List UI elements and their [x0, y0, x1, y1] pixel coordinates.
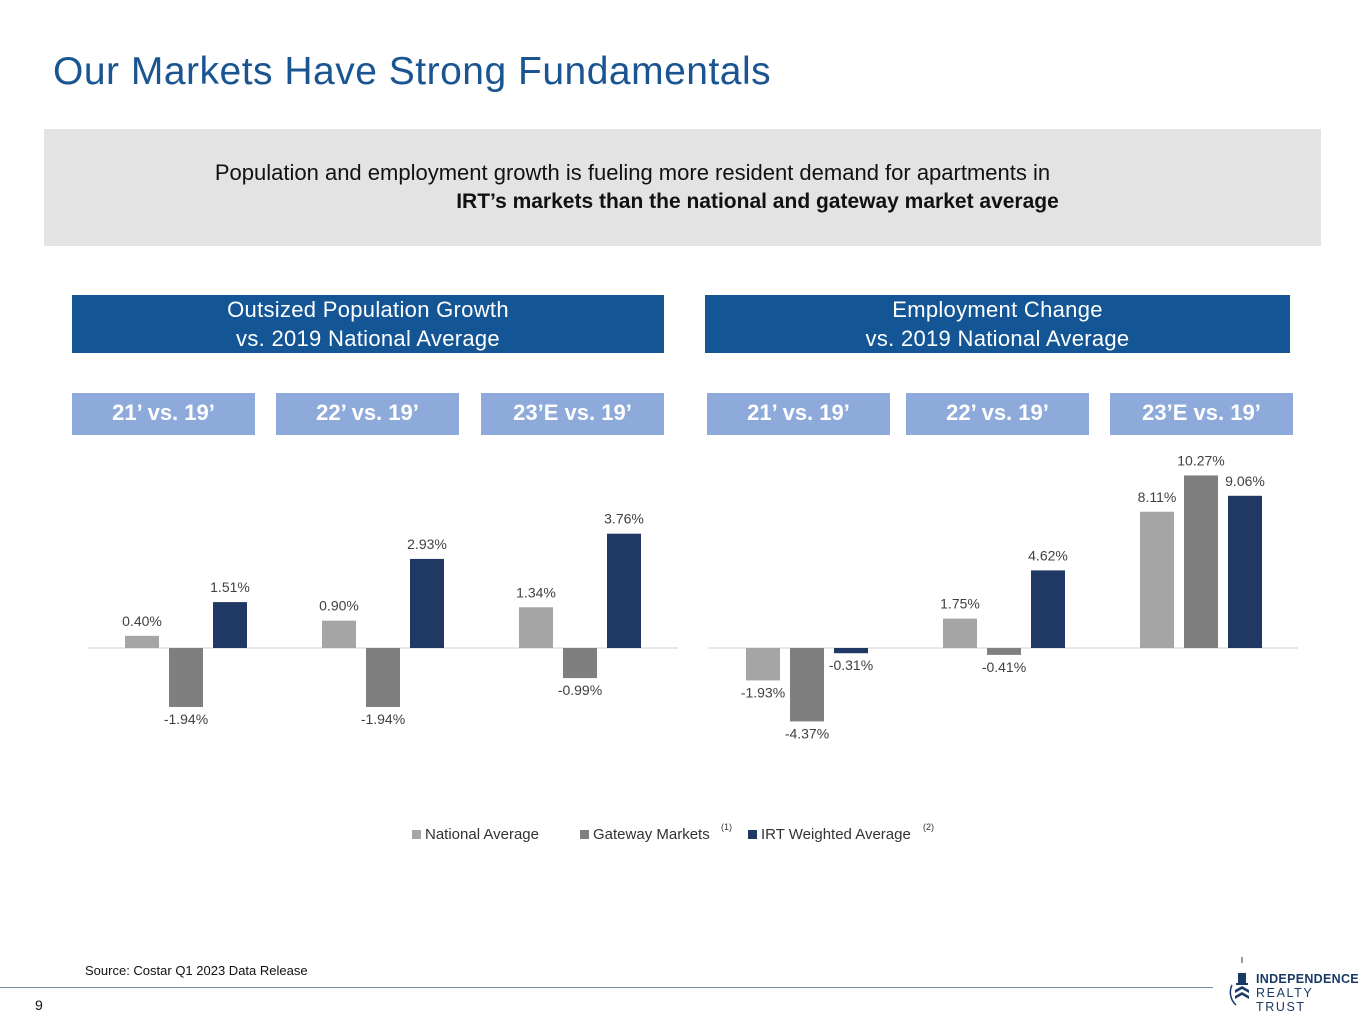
- employment-bar-national-2: [1140, 511, 1174, 648]
- building-dome-icon: [1229, 957, 1249, 1006]
- population-bar-national-0: [125, 635, 159, 648]
- employment-label-national-0: -1.93%: [741, 684, 785, 700]
- logo-text-realty-trust: REALTY TRUST: [1256, 986, 1314, 1014]
- population-bar-gateway-2: [563, 648, 597, 679]
- employment-header-line1: Employment Change: [892, 297, 1103, 322]
- employment-label-national-2: 8.11%: [1138, 489, 1177, 505]
- footer-divider: [0, 987, 1213, 988]
- population-panel-header: Outsized Population Growth vs. 2019 Nati…: [72, 295, 664, 353]
- pop-period-label-21: 21’ vs. 19’: [72, 393, 255, 435]
- legend-item-national: National Average: [412, 826, 539, 843]
- legend-swatch-irt: [748, 829, 757, 839]
- employment-header-line2: vs. 2019 National Average: [865, 326, 1130, 351]
- population-bar-irt-0: [213, 602, 247, 648]
- employment-bar-gateway-2: [1184, 475, 1218, 648]
- legend-footnote-2: (2): [923, 822, 934, 832]
- employment-label-gateway-1: -0.41%: [982, 659, 1026, 675]
- pop-period-label-22: 22’ vs. 19’: [276, 393, 459, 435]
- employment-label-gateway-2: 10.27%: [1177, 452, 1224, 468]
- population-bar-national-1: [322, 620, 356, 648]
- population-label-national-2: 1.34%: [516, 584, 556, 600]
- employment-bar-irt-2: [1228, 495, 1262, 648]
- employment-panel-header: Employment Change vs. 2019 National Aver…: [705, 295, 1290, 353]
- population-bar-irt-2: [607, 533, 641, 648]
- employment-label-national-1: 1.75%: [940, 596, 980, 612]
- legend-item-irt: IRT Weighted Average (2): [748, 822, 934, 843]
- population-label-gateway-2: -0.99%: [558, 682, 602, 698]
- legend-label-irt: IRT Weighted Average: [761, 826, 911, 843]
- employment-bar-gateway-0: [790, 648, 824, 722]
- employment-label-gateway-0: -4.37%: [785, 725, 829, 741]
- company-logo: INDEPENDENCE REALTY TRUST: [1222, 955, 1362, 1015]
- employment-label-irt-2: 9.06%: [1225, 473, 1265, 489]
- legend-label-gateway: Gateway Markets: [593, 826, 710, 843]
- employment-bar-national-1: [943, 618, 977, 648]
- population-bar-irt-1: [410, 558, 444, 648]
- employment-bar-irt-0: [834, 648, 868, 654]
- pop-period-label-23e: 23’E vs. 19’: [481, 393, 664, 435]
- population-label-gateway-1: -1.94%: [361, 711, 405, 727]
- employment-label-irt-1: 4.62%: [1028, 547, 1068, 563]
- population-header-line1: Outsized Population Growth: [227, 297, 509, 322]
- employment-bar-gateway-1: [987, 648, 1021, 655]
- employment-bar-irt-1: [1031, 570, 1065, 648]
- banner-line1: Population and employment growth is fuel…: [214, 160, 1051, 185]
- page-title: Our Markets Have Strong Fundamentals: [53, 50, 772, 93]
- population-label-national-0: 0.40%: [122, 613, 162, 629]
- summary-banner: Population and employment growth is fuel…: [44, 129, 1321, 246]
- population-label-national-1: 0.90%: [319, 598, 359, 614]
- legend-footnote-1: (1): [721, 822, 732, 832]
- banner-line2: IRT’s markets than the national and gate…: [456, 190, 1059, 213]
- legend-label-national: National Average: [425, 826, 539, 843]
- population-bar-national-2: [519, 607, 553, 648]
- population-label-irt-1: 2.93%: [407, 536, 447, 552]
- logo-text-independence: INDEPENDENCE: [1256, 972, 1359, 986]
- population-label-irt-0: 1.51%: [210, 579, 250, 595]
- population-label-irt-2: 3.76%: [604, 511, 644, 527]
- population-bar-gateway-0: [169, 648, 203, 707]
- emp-period-label-21: 21’ vs. 19’: [707, 393, 890, 435]
- legend-swatch-gateway: [580, 829, 589, 839]
- emp-period-label-22: 22’ vs. 19’: [906, 393, 1089, 435]
- page-number: 9: [35, 997, 43, 1013]
- population-bar-gateway-1: [366, 648, 400, 707]
- employment-bar-national-0: [746, 648, 780, 681]
- population-header-line2: vs. 2019 National Average: [236, 326, 500, 351]
- employment-label-irt-0: -0.31%: [829, 657, 873, 673]
- legend-swatch-national: [412, 829, 421, 839]
- population-label-gateway-0: -1.94%: [164, 711, 208, 727]
- emp-period-label-23e: 23’E vs. 19’: [1110, 393, 1293, 435]
- legend-item-gateway: Gateway Markets (1): [580, 822, 732, 843]
- source-note: Source: Costar Q1 2023 Data Release: [85, 963, 308, 978]
